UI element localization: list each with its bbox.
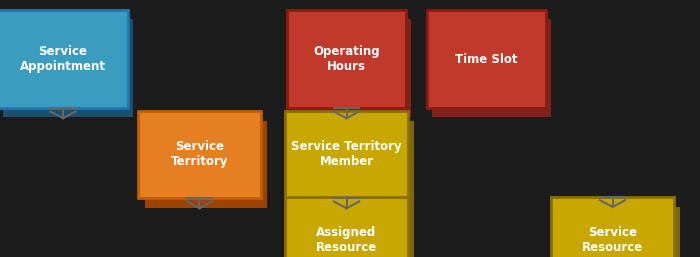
Text: Service Territory
Member: Service Territory Member: [291, 140, 402, 168]
Text: Time Slot: Time Slot: [455, 53, 518, 66]
FancyBboxPatch shape: [286, 111, 407, 198]
FancyBboxPatch shape: [552, 197, 673, 257]
FancyBboxPatch shape: [557, 207, 680, 257]
Text: Operating
Hours: Operating Hours: [313, 45, 380, 73]
Text: Service
Territory: Service Territory: [171, 140, 228, 168]
FancyBboxPatch shape: [292, 19, 411, 117]
FancyBboxPatch shape: [0, 10, 127, 108]
FancyBboxPatch shape: [286, 197, 407, 257]
Text: Assigned
Resource: Assigned Resource: [316, 226, 377, 254]
Text: Service
Appointment: Service Appointment: [20, 45, 106, 73]
Text: Service
Resource: Service Resource: [582, 226, 643, 254]
FancyBboxPatch shape: [139, 111, 260, 198]
FancyBboxPatch shape: [3, 19, 133, 117]
FancyBboxPatch shape: [292, 121, 414, 208]
FancyBboxPatch shape: [144, 121, 267, 208]
FancyBboxPatch shape: [292, 207, 414, 257]
FancyBboxPatch shape: [427, 10, 546, 108]
FancyBboxPatch shape: [287, 10, 406, 108]
FancyBboxPatch shape: [432, 19, 551, 117]
